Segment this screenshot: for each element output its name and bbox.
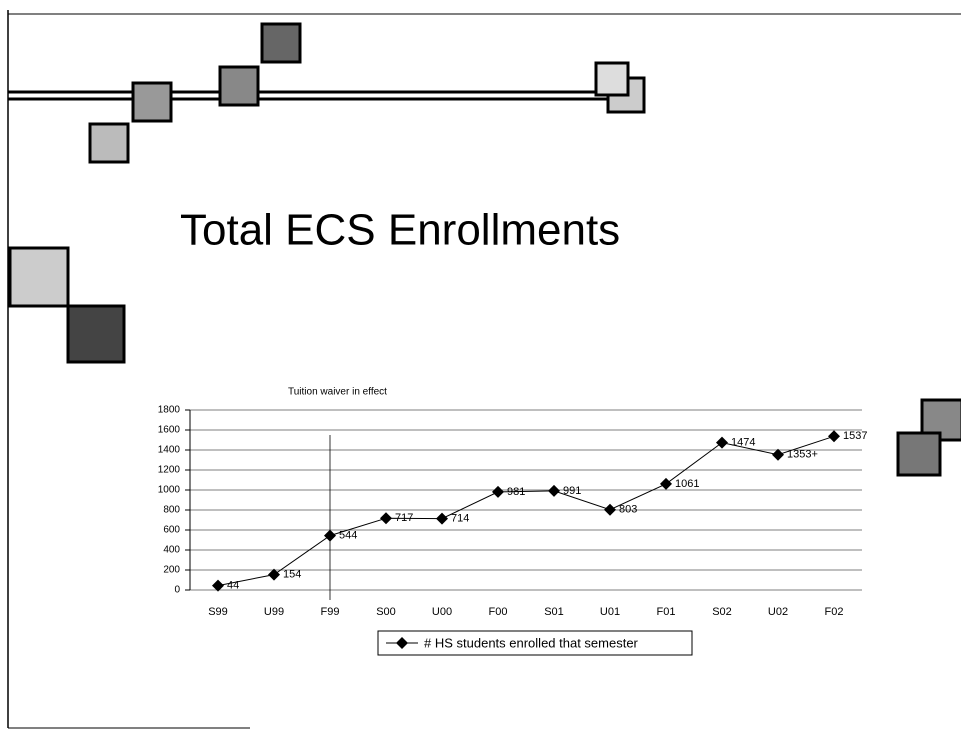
data-label: 803 [619,504,637,516]
data-label: 1353+ [787,449,818,461]
y-tick-label: 400 [163,545,180,556]
x-tick-label: F00 [489,606,508,618]
y-tick-label: 1000 [158,485,181,496]
legend-label: # HS students enrolled that semester [424,635,639,650]
data-point [548,484,560,497]
data-point [828,430,840,443]
decoration [8,22,961,477]
y-tick-label: 600 [163,525,180,536]
data-label: 991 [563,485,581,497]
data-point [436,512,448,525]
data-point [380,512,392,525]
x-tick-label: S99 [208,606,228,618]
x-tick-label: F02 [825,606,844,618]
x-tick-label: F01 [657,606,676,618]
x-tick-label: U99 [264,606,284,618]
y-tick-label: 0 [174,585,180,596]
data-point [716,436,728,449]
slide-title: Total ECS Enrollments [180,206,620,255]
y-tick-label: 800 [163,505,180,516]
data-point [268,568,280,581]
y-tick-label: 1600 [158,425,181,436]
data-label: 717 [395,512,413,524]
annotation: Tuition waiver in effect [288,387,387,398]
data-label: 714 [451,513,469,525]
data-point [660,477,672,490]
data-point [212,579,224,592]
data-label: 154 [283,569,301,581]
x-tick-label: U01 [600,606,620,618]
legend-box [377,630,693,656]
y-tick-label: 200 [163,565,180,576]
data-point [324,529,336,542]
legend-marker [396,637,408,649]
x-tick-label: F99 [321,606,340,618]
data-label: 981 [507,486,525,498]
data-label: 1537 [843,430,867,442]
data-point [492,485,504,498]
y-tick-label: 1400 [158,445,181,456]
series-line [217,435,835,587]
x-tick-label: S02 [712,606,732,618]
data-point [772,448,784,461]
x-tick-label: S01 [544,606,564,618]
data-label: 44 [227,580,239,592]
data-label: 544 [339,530,357,542]
x-tick-label: U00 [432,606,452,618]
y-tick-label: 1800 [158,405,181,416]
legend: # HS students enrolled that semester [377,630,693,656]
x-tick-label: S00 [376,606,396,618]
data-label: 1061 [675,478,699,490]
data-label: 1474 [731,437,755,449]
y-tick-label: 1200 [158,465,181,476]
x-tick-label: U02 [768,606,788,618]
data-point [604,503,616,516]
